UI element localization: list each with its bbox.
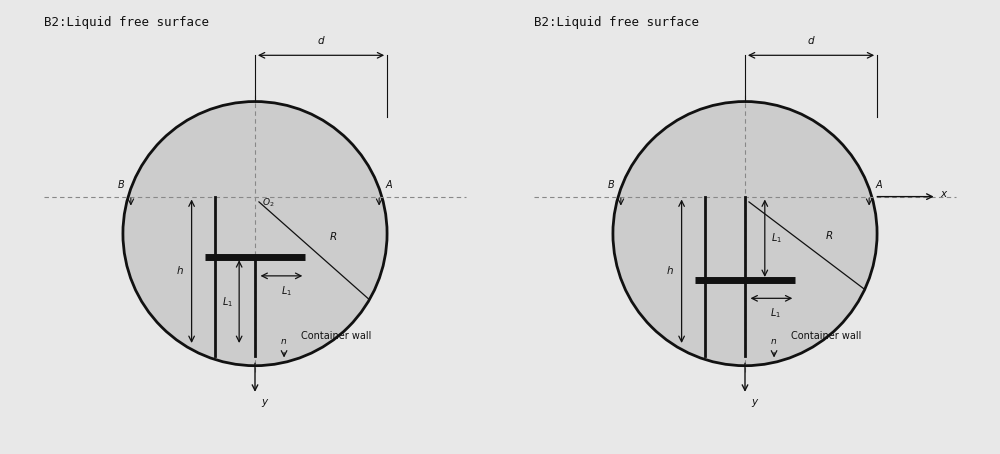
Text: B: B: [607, 180, 614, 190]
Text: d: d: [318, 36, 324, 46]
Text: $L_1$: $L_1$: [281, 284, 292, 297]
Text: h: h: [177, 266, 184, 276]
Text: Container wall: Container wall: [791, 331, 862, 341]
Text: x: x: [940, 189, 947, 199]
Text: B: B: [117, 180, 124, 190]
Text: h: h: [667, 266, 674, 276]
Text: A: A: [386, 180, 392, 190]
Text: A: A: [876, 180, 882, 190]
Text: $L_1$: $L_1$: [771, 232, 782, 245]
Text: n: n: [771, 337, 777, 346]
Text: $L_1$: $L_1$: [770, 306, 781, 320]
Polygon shape: [123, 102, 387, 365]
Text: n: n: [281, 337, 287, 346]
Text: R: R: [825, 231, 833, 241]
Text: Container wall: Container wall: [301, 331, 372, 341]
Text: $O_2$: $O_2$: [262, 197, 274, 209]
Text: B2:Liquid free surface: B2:Liquid free surface: [534, 16, 699, 29]
Text: B2:Liquid free surface: B2:Liquid free surface: [44, 16, 209, 29]
Text: d: d: [808, 36, 814, 46]
Text: $L_1$: $L_1$: [222, 295, 233, 309]
Text: y: y: [752, 397, 758, 407]
Text: R: R: [330, 232, 337, 242]
Text: y: y: [262, 397, 268, 407]
Polygon shape: [613, 102, 877, 365]
